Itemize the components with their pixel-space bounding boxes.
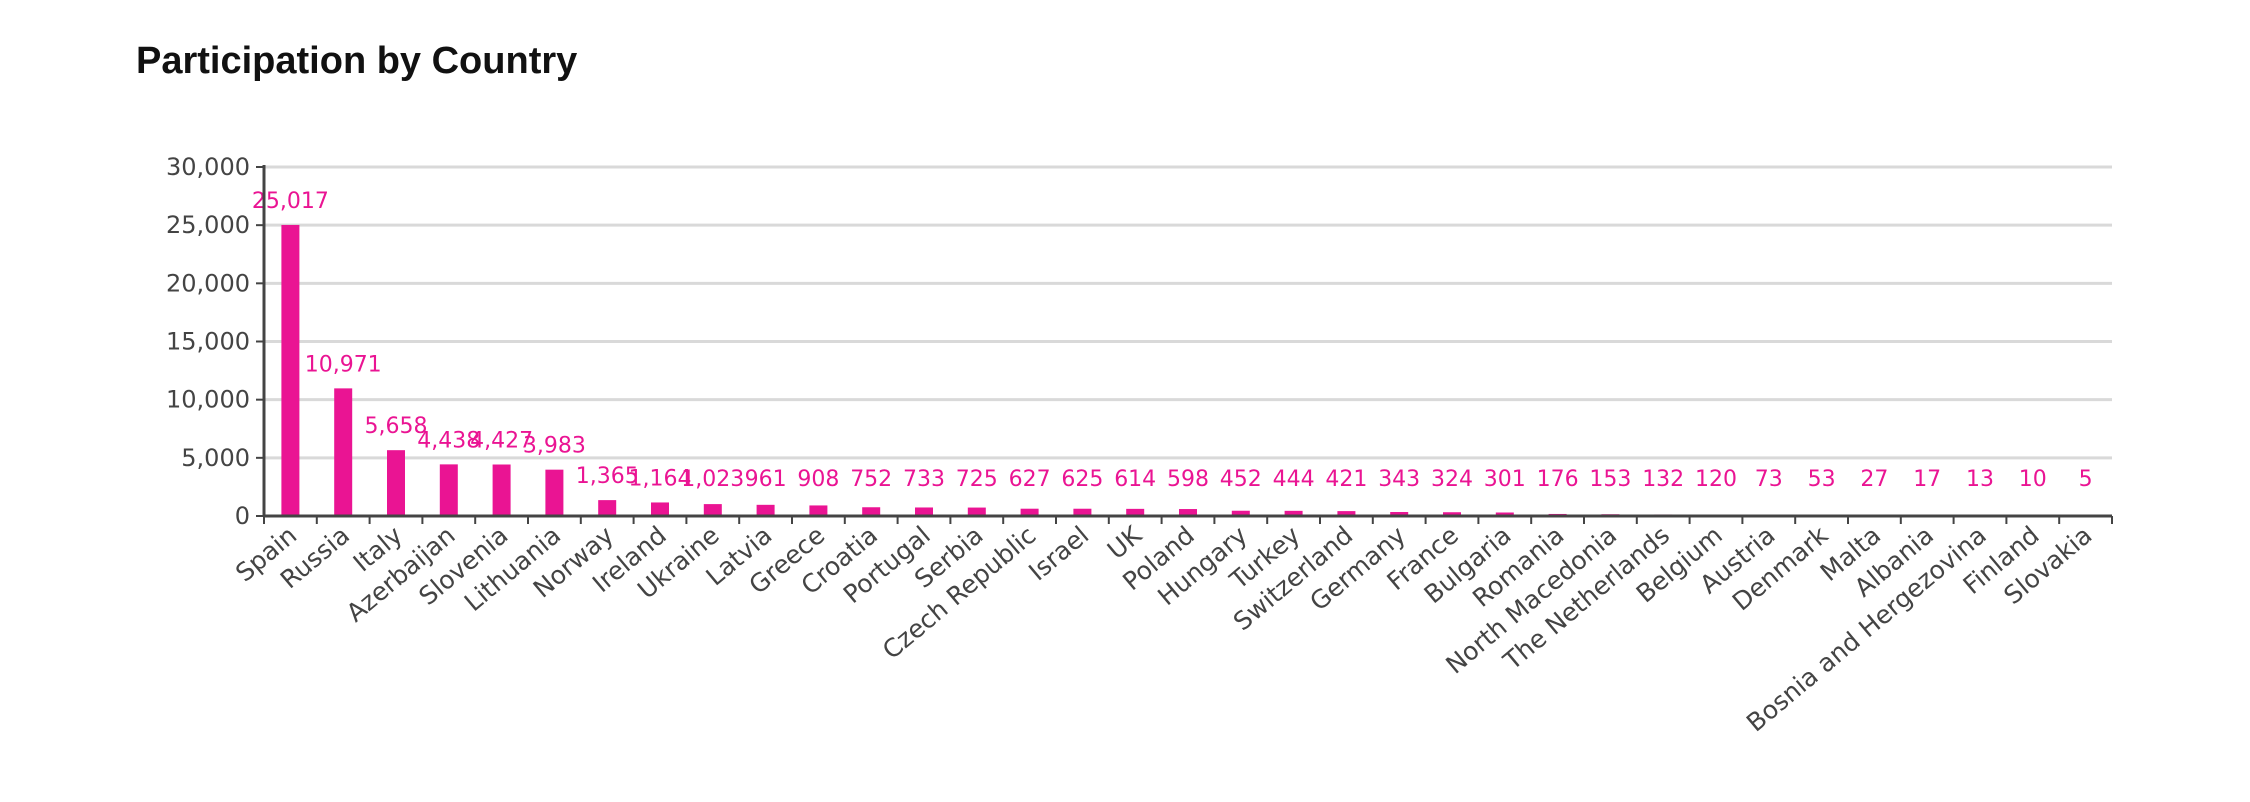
data-label: 5,658 — [365, 414, 428, 439]
y-tick-label: 10,000 — [166, 386, 250, 414]
bar — [1390, 512, 1409, 516]
chart-title: Participation by Country — [136, 40, 578, 82]
data-label: 1,164 — [629, 466, 692, 491]
data-label: 625 — [1061, 467, 1103, 492]
bar — [439, 464, 458, 516]
data-label: 10,971 — [305, 352, 382, 377]
axes — [262, 165, 2113, 524]
bar — [281, 224, 300, 516]
data-label: 733 — [903, 467, 945, 492]
data-label: 908 — [797, 467, 839, 492]
bar — [1284, 510, 1303, 516]
bar — [862, 507, 881, 516]
data-label: 1,023 — [681, 467, 744, 492]
category-label: Israel — [1023, 520, 1094, 586]
data-label: 153 — [1589, 467, 1631, 492]
data-label: 1,365 — [576, 464, 639, 489]
data-label: 73 — [1755, 467, 1783, 492]
bar — [598, 500, 617, 516]
data-label: 5 — [2079, 467, 2093, 492]
data-label: 324 — [1431, 467, 1473, 492]
data-label: 3,983 — [523, 434, 586, 459]
bar — [1443, 512, 1461, 516]
bar — [809, 505, 828, 516]
bar — [1231, 510, 1250, 516]
bar — [915, 507, 933, 516]
data-label: 614 — [1114, 467, 1156, 492]
x-axis-labels: SpainRussiaItalyAzerbaijanSloveniaLithua… — [230, 520, 2097, 737]
y-axis-ticks: 0 5,000 10,000 15,000 20,000 25,000 30,000 — [166, 153, 264, 530]
y-tick-label: 20,000 — [166, 269, 250, 297]
y-tick-label: 30,000 — [166, 153, 250, 181]
data-label: 4,427 — [470, 428, 533, 453]
bar — [703, 504, 722, 516]
y-tick-label: 25,000 — [166, 211, 250, 239]
bar — [967, 507, 986, 516]
data-label: 301 — [1484, 467, 1526, 492]
data-label: 176 — [1537, 467, 1579, 492]
y-tick-label: 5,000 — [181, 444, 250, 472]
y-tick-label: 15,000 — [166, 328, 250, 356]
y-tick-label: 0 — [235, 502, 250, 530]
data-label: 27 — [1860, 467, 1888, 492]
data-label: 13 — [1966, 467, 1994, 492]
data-label: 421 — [1325, 467, 1367, 492]
bars — [281, 224, 2095, 516]
data-label: 132 — [1642, 467, 1684, 492]
data-label: 444 — [1273, 467, 1315, 492]
bar — [756, 504, 775, 516]
data-label: 53 — [1808, 467, 1836, 492]
bar — [334, 388, 353, 516]
bar — [1495, 512, 1514, 516]
bar — [1337, 511, 1356, 516]
data-label: 4,438 — [417, 428, 480, 453]
data-label: 725 — [956, 467, 998, 492]
data-label: 452 — [1220, 467, 1262, 492]
bar — [1179, 509, 1197, 516]
bar — [1073, 508, 1092, 516]
bar — [651, 502, 669, 516]
data-label: 598 — [1167, 467, 1209, 492]
bar — [545, 469, 564, 516]
data-label: 627 — [1009, 467, 1051, 492]
bar — [387, 450, 405, 516]
bar — [1126, 508, 1145, 516]
data-label: 961 — [745, 467, 787, 492]
bar — [1020, 508, 1039, 516]
gridlines — [264, 165, 2112, 460]
data-label: 10 — [2019, 467, 2047, 492]
data-label: 17 — [1913, 467, 1941, 492]
data-label: 343 — [1378, 467, 1420, 492]
bar — [492, 464, 511, 516]
data-label: 120 — [1695, 467, 1737, 492]
data-label: 752 — [850, 467, 892, 492]
